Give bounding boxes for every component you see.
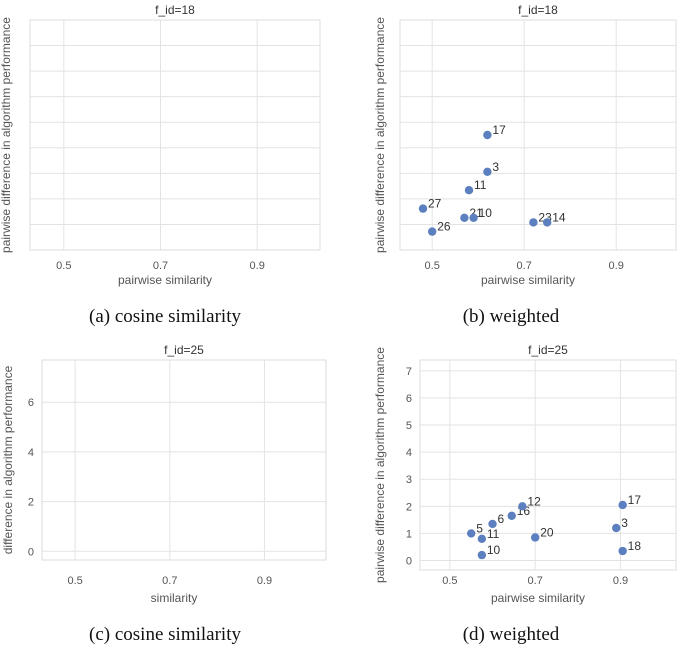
chart-c: 0.5 0.7 0.9 0 2 4 6 f_id=25 similarity difference… [1, 343, 327, 605]
data-point [529, 218, 538, 227]
plot-area [41, 359, 327, 561]
data-point [477, 550, 487, 560]
data-point [543, 218, 552, 227]
point-label: 17 [628, 493, 642, 507]
x-axis-label: pairwise similarity [118, 273, 212, 287]
point-label: 6 [498, 512, 505, 526]
x-axis-label: pairwise similarity [481, 273, 575, 287]
chart-title: f_id=18 [155, 3, 195, 17]
y-axis-label: pairwise difference in algorithm perform… [373, 17, 387, 253]
x-tick-label: 0.9 [609, 260, 624, 272]
y-tick-label: 6 [28, 397, 34, 409]
data-point [467, 529, 476, 538]
data-point [469, 213, 478, 222]
point-label: 20 [540, 525, 554, 539]
data-point [612, 523, 621, 533]
x-tick-label: 0.5 [56, 260, 71, 272]
data-point [460, 213, 469, 222]
plot-area [399, 19, 677, 251]
point-label: 10 [487, 543, 501, 557]
data-point [483, 130, 492, 140]
x-tick-label: 0.5 [425, 260, 440, 272]
point-label: 18 [628, 539, 642, 553]
x-tick-label: 0.7 [162, 575, 177, 587]
x-tick-label: 0.9 [257, 575, 272, 587]
point-label: 14 [552, 210, 566, 224]
y-tick-label: 6 [406, 393, 412, 405]
caption-c: (c) cosine similarity [89, 624, 241, 645]
caption-d: (d) weighted [462, 624, 560, 645]
data-point [507, 511, 516, 521]
data-point [518, 502, 527, 511]
point-label: 10 [479, 206, 493, 220]
data-point [618, 546, 627, 556]
chart-b: 0.5 0.7 0.9 f_id=18 pairwise similarity pairw… [373, 3, 677, 287]
data-point [483, 167, 492, 176]
point-label: 17 [492, 123, 506, 137]
data-point [477, 534, 487, 544]
y-tick-label: 4 [28, 447, 34, 459]
point-label: 11 [487, 527, 500, 541]
y-tick-label: 5 [406, 420, 412, 432]
chart-title: f_id=18 [518, 3, 558, 17]
x-tick-label: 0.9 [250, 260, 265, 272]
data-point [428, 227, 437, 236]
chart-title: f_id=25 [528, 343, 568, 357]
x-axis-label: similarity [151, 591, 198, 605]
x-tick-label: 0.7 [517, 260, 532, 272]
x-tick-label: 0.5 [442, 575, 457, 587]
data-point [464, 186, 474, 195]
y-tick-label: 2 [28, 497, 34, 509]
caption-a: (a) cosine similarity [89, 306, 241, 327]
y-tick-label: 2 [406, 501, 412, 513]
y-tick-label: 3 [406, 474, 412, 486]
point-label: 11 [474, 178, 487, 192]
x-axis-label: pairwise similarity [491, 591, 585, 605]
point-label: 12 [527, 494, 541, 508]
y-tick-label: 1 [406, 528, 412, 540]
chart-a: 0.5 0.7 0.9 f_id=18 pairwise similarity pairw… [0, 3, 321, 287]
point-label: 26 [437, 220, 451, 234]
data-point [531, 533, 540, 542]
y-tick-label: 4 [406, 447, 412, 459]
plot-area [419, 359, 677, 571]
x-tick-label: 0.5 [67, 575, 82, 587]
caption-b: (b) weighted [462, 306, 560, 327]
point-label: 5 [476, 521, 483, 535]
y-tick-label: 0 [28, 546, 34, 558]
chart-title: f_id=25 [164, 343, 204, 357]
data-point [618, 500, 627, 510]
y-axis-label: difference in algorithm performance [1, 365, 15, 554]
plot-area [29, 19, 321, 251]
y-axis-label: pairwise difference in algorithm perform… [373, 347, 387, 583]
y-tick-label: 0 [406, 556, 412, 568]
point-label: 3 [621, 516, 628, 530]
x-tick-label: 0.7 [528, 575, 543, 587]
x-tick-label: 0.7 [153, 260, 168, 272]
x-tick-label: 0.9 [613, 575, 628, 587]
data-point [488, 519, 497, 529]
y-axis-label: pairwise difference in algorithm perform… [0, 17, 13, 253]
data-point [418, 204, 428, 213]
point-label: 3 [492, 160, 499, 174]
y-tick-label: 7 [406, 366, 412, 378]
point-label: 27 [428, 197, 442, 211]
